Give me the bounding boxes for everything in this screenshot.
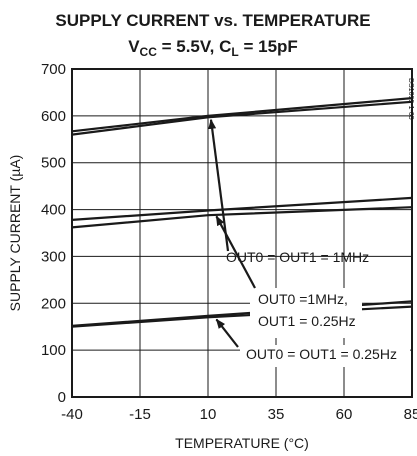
series-line	[71, 206, 413, 229]
series-line	[71, 196, 413, 221]
subtitle-v-value: = 5.5V, C	[157, 37, 232, 56]
annotation-label: OUT0 = OUT1 = 1MHz	[226, 249, 369, 265]
subtitle-v-sub: CC	[140, 45, 158, 59]
y-tick-label: 0	[58, 389, 66, 406]
x-tick-label: -15	[129, 406, 151, 423]
annotation: OUT0 = OUT1 = 0.25Hz	[215, 318, 410, 367]
annotation: OUT0 =1MHz, OUT1 = 0.25Hz	[215, 215, 362, 338]
plot-frame	[71, 68, 413, 398]
subtitle-c-value: = 15pF	[239, 37, 298, 56]
annotation-backdrop	[240, 345, 410, 367]
x-tick-labels: -40 -15 10 35 60 85	[61, 406, 417, 423]
y-tick-label: 600	[41, 108, 66, 125]
y-tick-label: 400	[41, 202, 66, 219]
annotation-label: OUT0 =1MHz,	[258, 291, 348, 307]
annotation-backdrop	[250, 288, 362, 338]
x-tick-label: -40	[61, 406, 83, 423]
x-tick-label: 10	[200, 406, 217, 423]
y-tick-label: 100	[41, 342, 66, 359]
annotation-arrow	[215, 318, 239, 348]
subtitle-v: V	[128, 37, 140, 56]
x-tick-label: 60	[336, 406, 353, 423]
annotation-label: OUT0 = OUT1 = 0.25Hz	[246, 346, 397, 362]
y-tick-label: 200	[41, 295, 66, 312]
y-axis-label: SUPPLY CURRENT (µA)	[7, 155, 23, 312]
y-tick-label: 700	[41, 61, 66, 78]
annotation-arrow	[208, 118, 230, 252]
series-line	[71, 97, 413, 133]
chart-title: SUPPLY CURRENT vs. TEMPERATURE	[55, 11, 370, 30]
y-tick-labels: 0 100 200 300 400 500 600 700	[41, 61, 66, 406]
annotation: OUT0 = OUT1 = 1MHz	[208, 118, 369, 265]
side-code: DS1099-1-05	[407, 78, 414, 120]
x-tick-label: 35	[268, 406, 285, 423]
series-line	[71, 100, 413, 136]
y-tick-label: 500	[41, 155, 66, 172]
annotations: OUT0 = OUT1 = 1MHz OUT0 =1MHz, OUT1 = 0.25…	[208, 118, 410, 367]
x-axis-label: TEMPERATURE (°C)	[175, 435, 309, 451]
x-tick-label: 85	[404, 406, 417, 423]
subtitle-c-sub: L	[231, 45, 238, 59]
annotation-arrow	[215, 215, 256, 289]
y-tick-label: 300	[41, 248, 66, 265]
annotation-label: OUT1 = 0.25Hz	[258, 313, 356, 329]
chart-subtitle: VCC = 5.5V, CL = 15pF	[128, 37, 298, 59]
